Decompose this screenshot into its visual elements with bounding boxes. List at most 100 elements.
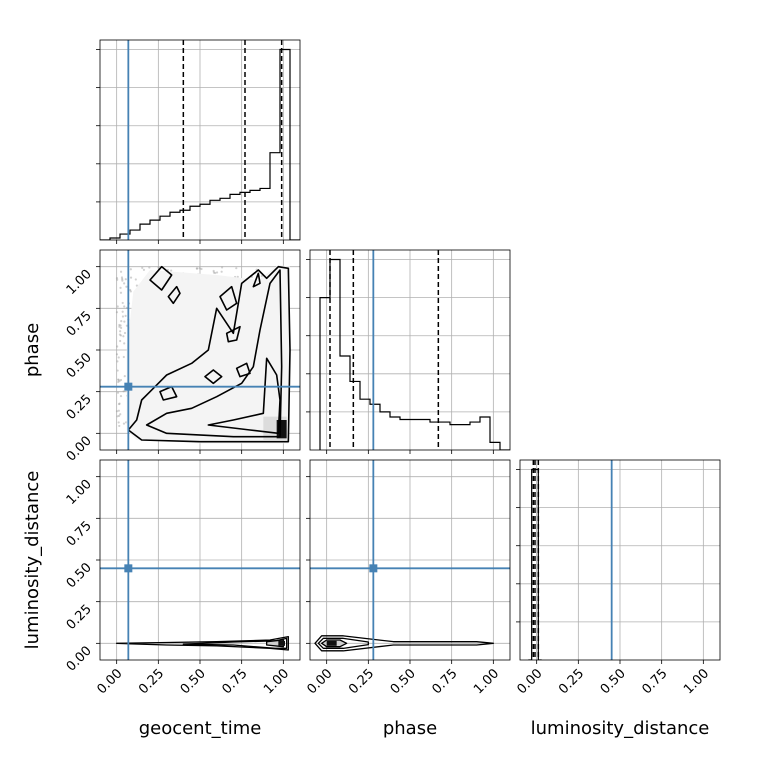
x-tick-label: 1.00 [471,666,502,697]
sample-point [142,268,146,271]
sample-point [119,286,122,289]
contour-mid [317,637,369,649]
density-fill [126,265,291,444]
sample-point [118,379,121,383]
sample-point [121,277,124,281]
sample-point [122,422,126,425]
sample-point [220,266,224,269]
x-tick-label: 1.00 [681,666,712,697]
sample-point [124,314,127,317]
contour-outer [116,636,289,651]
sample-point [135,284,139,287]
sample-point [115,311,119,314]
sample-point [214,271,217,275]
panel-frame [309,459,511,661]
sample-point [122,335,125,338]
sample-point [119,324,122,327]
sample-point [200,267,203,271]
x-axis-label-luminosity_distance: luminosity_distance [531,718,710,739]
x-tick-label: 0.75 [639,666,670,697]
sample-point [236,275,239,279]
sample-point [129,276,133,279]
y-tick-label: 0.00 [64,434,95,465]
sample-point [220,270,223,273]
sample-point [117,421,120,424]
x-tick-label: 0.50 [178,666,209,697]
density-body [100,460,300,660]
sample-point [122,355,125,359]
x-tick-label: 0.00 [304,666,335,697]
sample-point [121,310,124,313]
sample-point [120,276,124,279]
histogram-luminosity_distance: 0.00 0.25 0.50 0.75 1.00 [514,459,721,697]
sample-point [129,290,132,293]
sample-point [117,414,121,417]
sample-point [125,285,128,288]
sample-point [116,345,119,348]
sample-point [157,266,160,269]
x-tick-label: 0.25 [346,666,377,697]
sample-point [116,305,119,308]
sample-point [123,375,126,378]
density-luminosity_distance-vs-geocent_time: 0.00 0.25 0.50 0.75 1.00 0.00 0.25 0.50 0.75 1.00 [64,459,301,697]
y-axis-label-phase: phase [22,323,43,377]
sample-point [119,291,123,294]
density-body [100,250,300,450]
contour-island [252,272,261,288]
panel-frame [309,249,511,451]
x-tick-label: 0.50 [388,666,419,697]
sample-point [134,278,137,281]
density-body [310,460,510,660]
truth-marker [369,564,378,573]
sample-point [118,333,122,336]
contour-island [225,325,241,343]
sample-point [118,325,121,328]
sample-point [121,279,124,282]
panel-frame [519,459,721,661]
y-tick-label: 0.75 [64,519,95,550]
panel-frame [99,39,301,241]
sample-point [117,402,121,406]
y-tick-label: 1.00 [64,267,95,298]
sample-point [115,410,119,413]
x-tick-label: 0.75 [429,666,460,697]
x-tick-label: 0.00 [514,666,545,697]
contour-outer [314,635,494,652]
sample-point [117,378,120,381]
sample-point [198,267,201,270]
x-tick-label: 0.50 [598,666,629,697]
x-axis-label-phase: phase [383,718,437,739]
sample-point [119,413,122,416]
contour-mid [182,637,288,649]
contour-island [167,285,181,305]
sample-point [119,270,123,273]
contour-island [219,285,238,311]
panel-frame [99,249,301,451]
sample-point [119,334,123,337]
sample-point [215,271,219,274]
x-axis-label-geocent_time: geocent_time [139,718,262,739]
axis-labels: geocent_time phase luminosity_distance p… [22,323,709,739]
truth-marker [124,382,133,391]
sample-point [212,271,216,274]
sample-point [118,323,121,327]
sample-point [119,330,122,333]
sample-point [148,266,151,269]
histogram-step [319,258,510,450]
contour-mid [145,269,283,438]
sample-point [141,266,144,269]
density-peak [326,640,337,646]
sample-point [170,269,173,272]
sample-point [115,277,119,280]
sample-point [121,301,124,305]
sample-point [195,267,198,270]
sample-point [117,409,120,412]
x-tick-label: 0.00 [94,666,125,697]
sample-point [123,305,126,308]
y-tick-label: 0.50 [64,350,95,381]
sample-point [115,353,119,356]
sample-point [116,391,120,394]
y-tick-label: 0.25 [64,392,95,423]
sample-point [235,267,238,270]
